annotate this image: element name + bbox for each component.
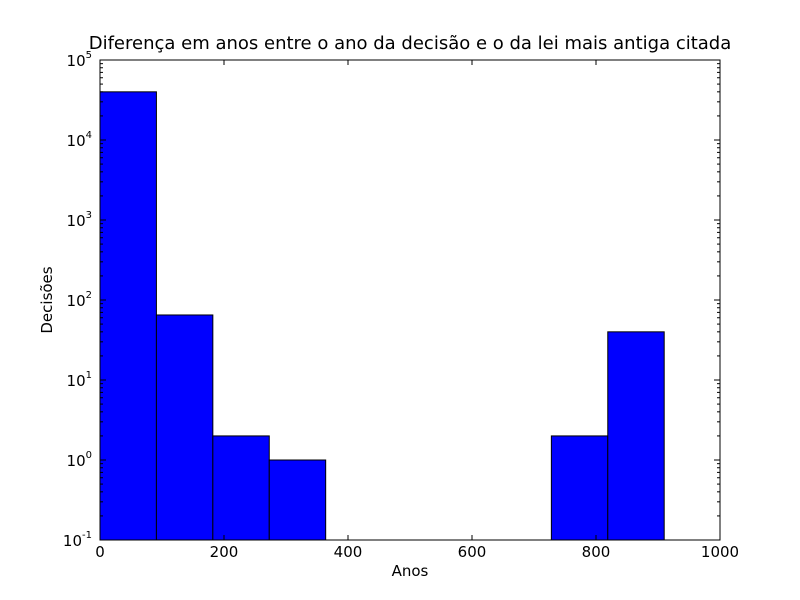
chart-title: Diferença em anos entre o ano da decisão… xyxy=(89,33,732,54)
y-tick-base: 10 xyxy=(67,452,86,470)
histogram-bar-3 xyxy=(268,459,327,541)
y-tick-exponent: -1 xyxy=(82,530,92,541)
y-tick-base: 10 xyxy=(67,132,86,150)
histogram-bar-2 xyxy=(212,435,270,541)
histogram-bar-0 xyxy=(99,91,157,541)
x-tick-label: 200 xyxy=(210,543,239,561)
histogram-bar-1 xyxy=(155,314,214,541)
y-tick-label: 102 xyxy=(67,290,92,310)
y-tick-label: 100 xyxy=(67,450,92,470)
plot-frame xyxy=(99,59,721,541)
bars-group xyxy=(99,91,665,541)
y-tick-base: 10 xyxy=(67,372,86,390)
y-tick-label: 101 xyxy=(67,370,92,390)
x-tick-label: 600 xyxy=(458,543,487,561)
y-tick-label: 105 xyxy=(67,50,92,70)
y-tick-exponent: 0 xyxy=(86,450,92,461)
y-tick-exponent: 4 xyxy=(86,130,92,141)
y-tick-label: 104 xyxy=(67,130,92,150)
histogram-bar-9 xyxy=(607,331,665,541)
y-tick-exponent: 1 xyxy=(86,370,92,381)
y-tick-base: 10 xyxy=(67,292,86,310)
histogram-bar-8 xyxy=(550,435,609,541)
x-tick-label: 1000 xyxy=(701,543,739,561)
x-tick-label: 400 xyxy=(334,543,363,561)
x-axis-label: Anos xyxy=(392,562,429,580)
y-tick-base: 10 xyxy=(67,52,86,70)
y-tick-label: 103 xyxy=(67,210,92,230)
x-tick-label: 0 xyxy=(95,543,105,561)
y-axis-label: Decisões xyxy=(38,266,56,333)
y-tick-exponent: 3 xyxy=(86,210,92,221)
y-tick-exponent: 5 xyxy=(86,50,92,61)
x-tick-label: 800 xyxy=(582,543,611,561)
y-tick-base: 10 xyxy=(67,212,86,230)
y-tick-exponent: 2 xyxy=(86,290,92,301)
y-tick-base: 10 xyxy=(63,532,82,550)
y-tick-label: 10-1 xyxy=(63,530,92,550)
